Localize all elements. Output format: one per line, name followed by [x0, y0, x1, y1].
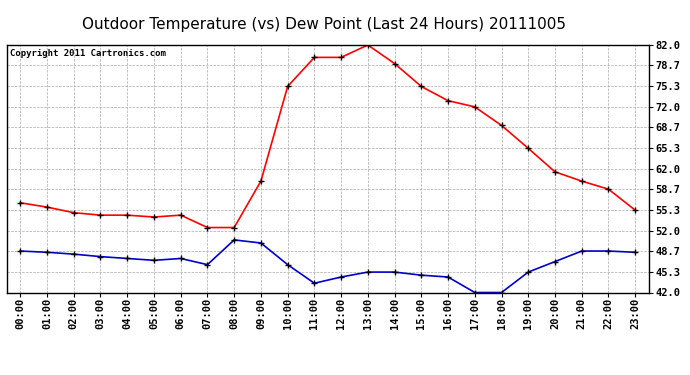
Text: Copyright 2011 Cartronics.com: Copyright 2011 Cartronics.com — [10, 49, 166, 58]
Text: Outdoor Temperature (vs) Dew Point (Last 24 Hours) 20111005: Outdoor Temperature (vs) Dew Point (Last… — [82, 17, 566, 32]
